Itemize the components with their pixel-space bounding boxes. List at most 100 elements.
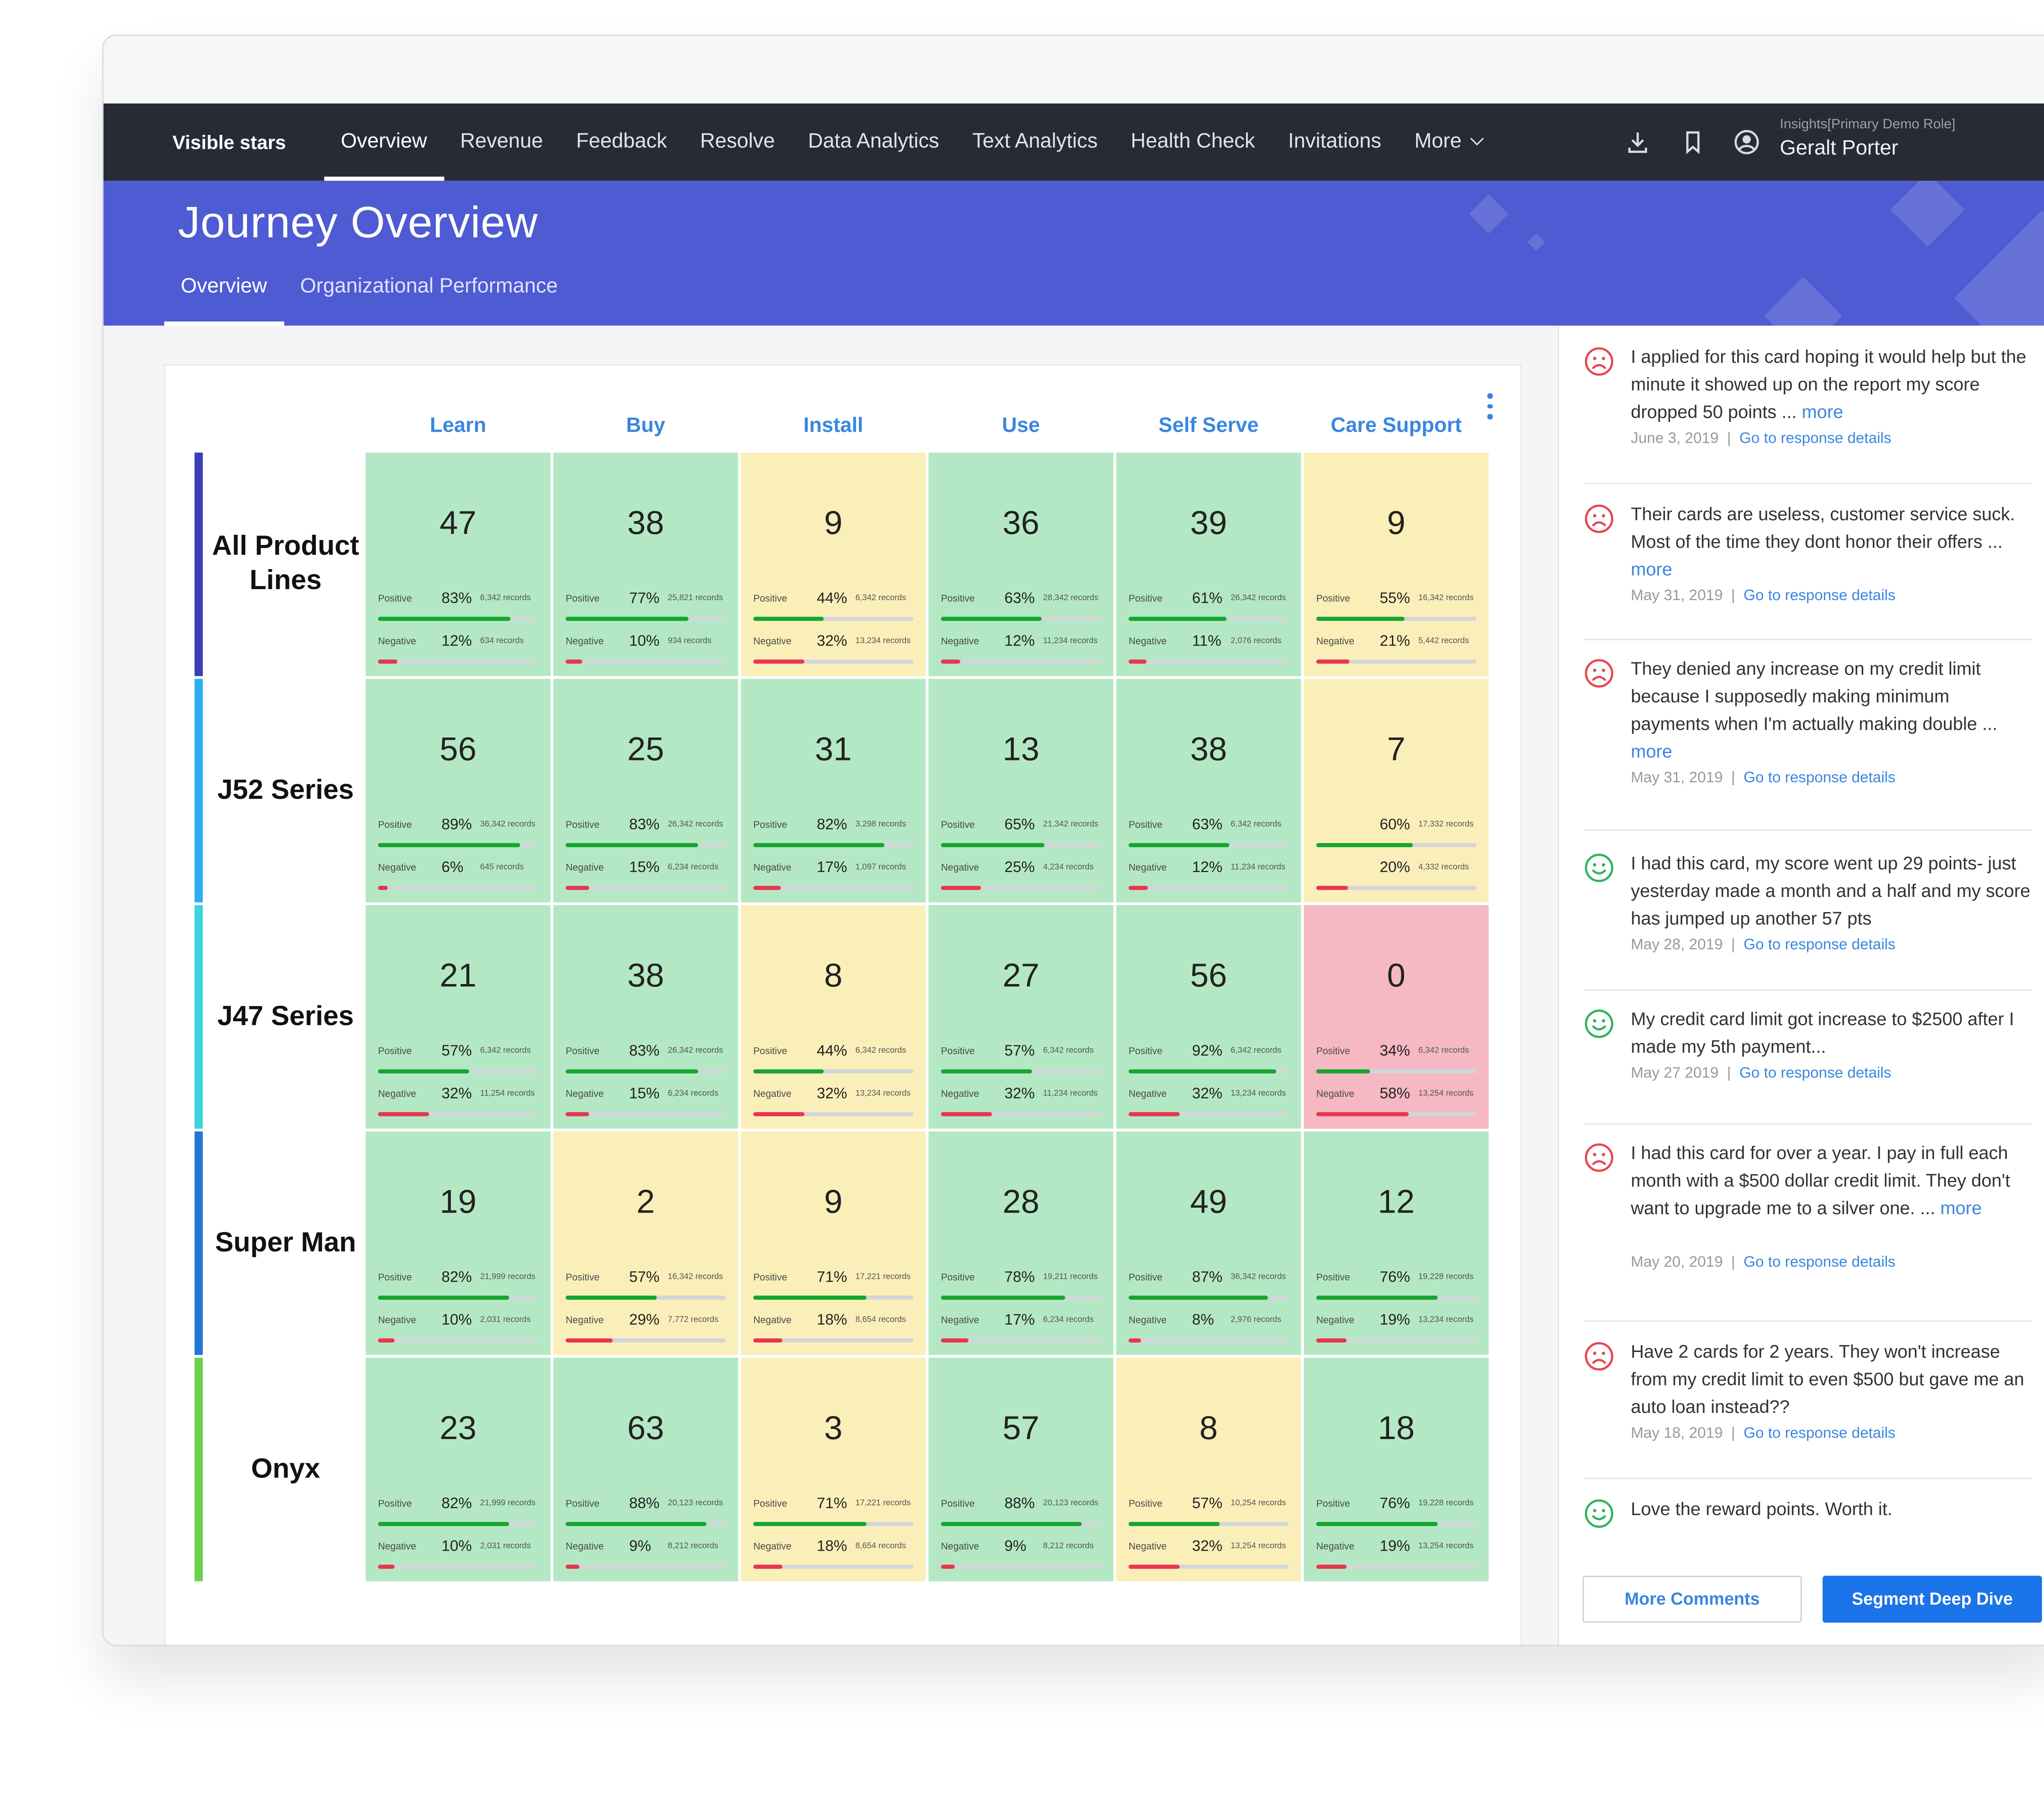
matrix-cell[interactable]: 7 60% 17,332 records 20% 4,332 records	[1304, 679, 1489, 903]
user-icon[interactable]	[1733, 128, 1761, 156]
positive-metric: Positive 44% 6,342 records	[753, 591, 914, 608]
matrix-cell[interactable]: 3 Positive 71% 17,221 records Negative 18% 8,6…	[741, 1358, 926, 1581]
matrix-cell[interactable]: 28 Positive 78% 19,211 records Negative 17% 6,…	[928, 1131, 1114, 1355]
positive-bar-track	[1316, 617, 1477, 621]
positive-bar-fill	[941, 617, 1042, 621]
matrix-cell[interactable]: 21 Positive 57% 6,342 records Negative 32% 11,…	[365, 905, 551, 1129]
comment-body: I had this card, my score went up 29 poi…	[1631, 852, 2031, 929]
matrix-cell[interactable]: 9 Positive 55% 16,342 records Negative 21% 5,4…	[1304, 453, 1489, 676]
positive-label: Positive	[378, 1047, 412, 1057]
record-count: 13,234 records	[1418, 1316, 1474, 1325]
matrix-cell[interactable]: 38 Positive 63% 6,342 records Negative 12% 11,…	[1116, 679, 1301, 903]
matrix-cell[interactable]: 13 Positive 65% 21,342 records Negative 25% 4,…	[928, 679, 1114, 903]
matrix-cell[interactable]: 31 Positive 82% 3,298 records Negative 17% 1,0…	[741, 679, 926, 903]
matrix-cell[interactable]: 49 Positive 87% 36,342 records Negative 8% 2,9…	[1116, 1131, 1301, 1355]
tab-overview[interactable]: Overview	[164, 266, 284, 326]
column-header[interactable]: Learn	[430, 414, 486, 437]
matrix-cell[interactable]: 63 Positive 88% 20,123 records Negative 9% 8,2…	[553, 1358, 738, 1581]
user-name[interactable]: Geralt Porter	[1780, 137, 1898, 160]
positive-bar-fill	[1128, 617, 1226, 621]
comment-date: May 28, 2019	[1631, 937, 1723, 954]
record-count: 13,254 records	[1418, 1542, 1474, 1551]
go-to-response-details-link[interactable]: Go to response details	[1744, 1254, 1896, 1271]
negative-metric: Negative 10% 2,031 records	[378, 1538, 538, 1555]
positive-percent: 71%	[817, 1495, 847, 1513]
record-count: 4,332 records	[1418, 863, 1469, 872]
negative-bar-fill	[378, 659, 397, 664]
segment-deep-dive-button[interactable]: Segment Deep Dive	[1822, 1576, 2042, 1623]
go-to-response-details-link[interactable]: Go to response details	[1739, 430, 1892, 447]
column-header[interactable]: Self Serve	[1159, 414, 1259, 437]
more-link[interactable]: more	[1802, 401, 1843, 422]
positive-percent: 57%	[1192, 1495, 1223, 1513]
nav-data-analytics[interactable]: Data Analytics	[808, 130, 939, 153]
matrix-cell[interactable]: 36 Positive 63% 28,342 records Negative 12% 11…	[928, 453, 1114, 676]
matrix-cell[interactable]: 27 Positive 57% 6,342 records Negative 32% 11,…	[928, 905, 1114, 1129]
go-to-response-details-link[interactable]: Go to response details	[1744, 587, 1896, 605]
matrix-cell[interactable]: 12 Positive 76% 19,228 records Negative 19% 13…	[1304, 1131, 1489, 1355]
cell-score: 0	[1387, 957, 1406, 995]
negative-percent: 19%	[1380, 1312, 1410, 1329]
go-to-response-details-link[interactable]: Go to response details	[1744, 770, 1896, 787]
matrix-cell[interactable]: 39 Positive 61% 26,342 records Negative 11% 2,…	[1116, 453, 1301, 676]
matrix-cell[interactable]: 2 Positive 57% 16,342 records Negative 29% 7,7…	[553, 1131, 738, 1355]
nav-overview[interactable]: Overview	[324, 103, 444, 181]
more-comments-button[interactable]: More Comments	[1582, 1576, 1802, 1623]
column-header[interactable]: Buy	[626, 414, 666, 437]
matrix-cell[interactable]: 25 Positive 83% 26,342 records Negative 15% 6,…	[553, 679, 738, 903]
column-header[interactable]: Use	[1002, 414, 1040, 437]
negative-bar-track	[1128, 1338, 1289, 1343]
positive-metric: Positive 65% 21,342 records	[941, 817, 1101, 834]
column-header[interactable]: Care Support	[1331, 414, 1462, 437]
page-title: Journey Overview	[178, 197, 538, 247]
matrix-cell[interactable]: 38 Positive 83% 26,342 records Negative 15% 6,…	[553, 905, 738, 1129]
go-to-response-details-link[interactable]: Go to response details	[1739, 1065, 1892, 1082]
negative-label: Negative	[1128, 1542, 1167, 1552]
matrix-cell[interactable]: 19 Positive 82% 21,999 records Negative 10% 2,…	[365, 1131, 551, 1355]
go-to-response-details-link[interactable]: Go to response details	[1744, 937, 1896, 954]
matrix-cell[interactable]: 56 Positive 89% 36,342 records Negative 6% 645…	[365, 679, 551, 903]
matrix-cell[interactable]: 8 Positive 57% 10,254 records Negative 32% 13,…	[1116, 1358, 1301, 1581]
go-to-response-details-link[interactable]: Go to response details	[1744, 1425, 1896, 1442]
matrix-cell[interactable]: 57 Positive 88% 20,123 records Negative 9% 8,2…	[928, 1358, 1114, 1581]
matrix-cell[interactable]: 8 Positive 44% 6,342 records Negative 32% 13,2…	[741, 905, 926, 1129]
cell-score: 63	[627, 1410, 664, 1448]
bookmark-icon[interactable]	[1679, 128, 1707, 156]
nav-resolve[interactable]: Resolve	[700, 130, 775, 153]
sad-face-icon	[1585, 347, 1614, 376]
matrix-cell[interactable]: 38 Positive 77% 25,821 records Negative 10% 93…	[553, 453, 738, 676]
matrix-cell[interactable]: 56 Positive 92% 6,342 records Negative 32% 13,…	[1116, 905, 1301, 1129]
more-link[interactable]: more	[1940, 1197, 1982, 1219]
tab-organizational-performance[interactable]: Organizational Performance	[300, 274, 558, 298]
positive-percent: 76%	[1380, 1495, 1410, 1513]
brand-logo[interactable]: Visible stars	[172, 131, 286, 153]
nav-invitations[interactable]: Invitations	[1288, 130, 1381, 153]
more-link[interactable]: more	[1631, 558, 1672, 580]
cell-score: 47	[439, 505, 477, 543]
negative-label: Negative	[941, 1542, 979, 1552]
matrix-cell[interactable]: 0 Positive 34% 6,342 records Negative 58% 13,2…	[1304, 905, 1489, 1129]
positive-bar-track	[1128, 1069, 1289, 1074]
negative-metric: Negative 17% 1,097 records	[753, 860, 914, 877]
more-link[interactable]: more	[1631, 741, 1672, 762]
nav-text-analytics[interactable]: Text Analytics	[972, 130, 1098, 153]
matrix-cell[interactable]: 47 Positive 83% 6,342 records Negative 12% 634…	[365, 453, 551, 676]
card-options-menu[interactable]	[1487, 393, 1493, 424]
positive-percent: 61%	[1192, 590, 1223, 608]
positive-metric: Positive 61% 26,342 records	[1129, 591, 1289, 608]
record-count: 6,342 records	[480, 1047, 531, 1056]
matrix-cell[interactable]: 9 Positive 71% 17,221 records Negative 18% 8,6…	[741, 1131, 926, 1355]
nav-feedback[interactable]: Feedback	[576, 130, 667, 153]
column-header[interactable]: Install	[803, 414, 863, 437]
happy-face-icon	[1585, 854, 1614, 882]
chevron-down-icon	[1470, 132, 1484, 146]
download-icon[interactable]	[1624, 128, 1652, 156]
nav-revenue[interactable]: Revenue	[460, 130, 543, 153]
nav-health-check[interactable]: Health Check	[1131, 130, 1255, 153]
positive-bar-fill	[565, 1522, 707, 1526]
matrix-cell[interactable]: 9 Positive 44% 6,342 records Negative 32% 13,2…	[741, 453, 926, 676]
matrix-cell[interactable]: 23 Positive 82% 21,999 records Negative 10% 2,…	[365, 1358, 551, 1581]
matrix-cell[interactable]: 18 Positive 76% 19,228 records Negative 19% 13…	[1304, 1358, 1489, 1581]
comment-item: I had this card, my score went up 29 poi…	[1584, 850, 2033, 991]
nav-more-menu[interactable]: More	[1398, 103, 1499, 181]
